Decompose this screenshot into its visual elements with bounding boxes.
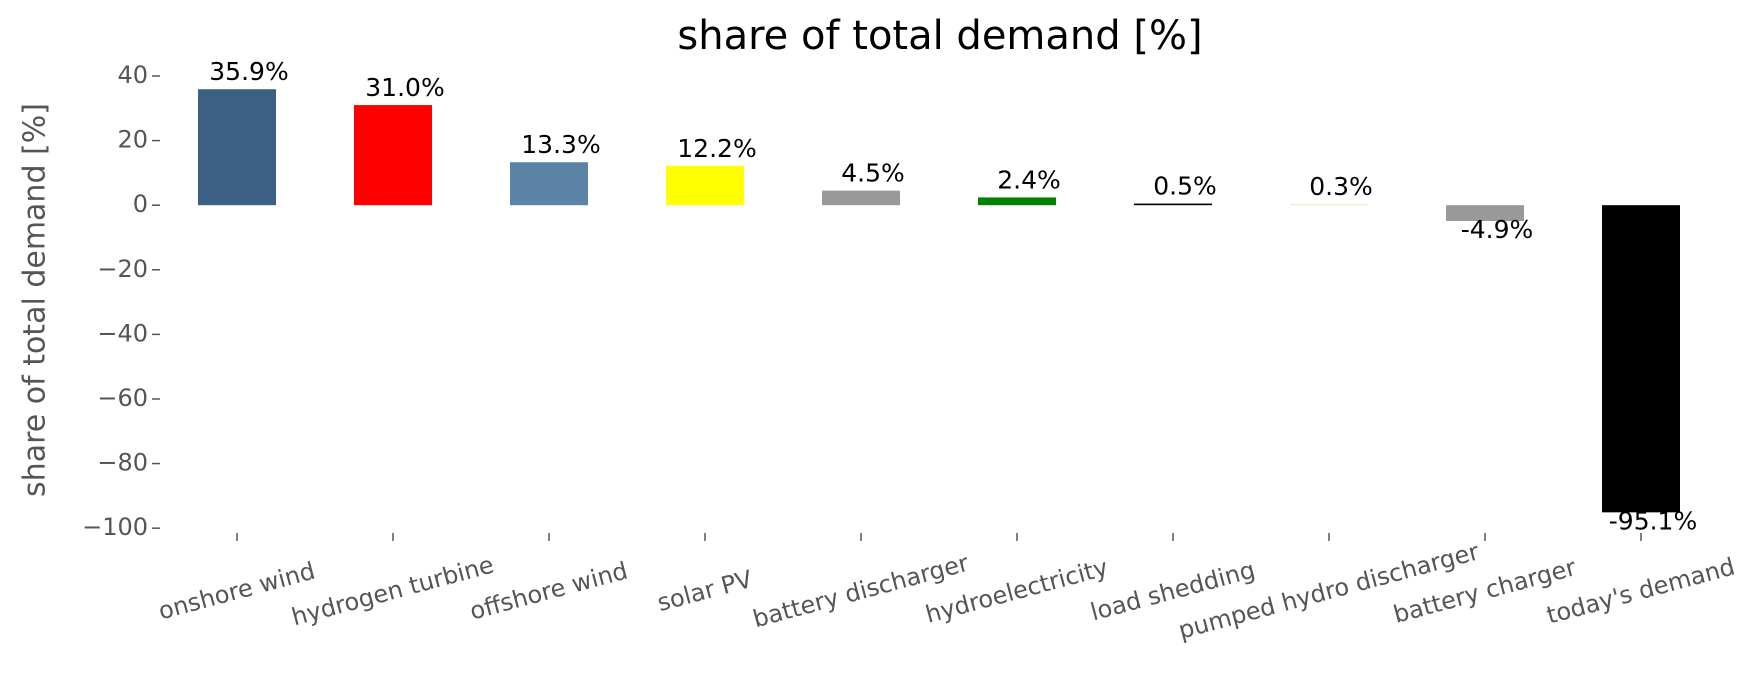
y-tick-label: 20 (117, 126, 148, 154)
bar (1602, 205, 1680, 513)
value-label: 0.5% (1153, 172, 1217, 201)
bar (978, 197, 1056, 206)
bar (510, 162, 588, 206)
bar (354, 105, 432, 206)
value-label: 4.5% (841, 159, 905, 188)
chart-title: share of total demand [%] (677, 13, 1202, 59)
value-label: 35.9% (209, 57, 288, 86)
bar (198, 89, 276, 206)
bar (822, 190, 900, 206)
bar (1134, 203, 1212, 206)
value-label: 31.0% (365, 73, 444, 102)
y-tick-label: −40 (97, 319, 148, 347)
y-tick-label: 40 (117, 61, 148, 89)
x-tick-label: hydrogen turbine (289, 551, 497, 632)
y-axis-label: share of total demand [%] (18, 103, 53, 497)
value-label: 2.4% (997, 165, 1061, 194)
y-tick-label: −100 (82, 513, 148, 541)
bar (1446, 205, 1524, 222)
value-label: 0.3% (1309, 172, 1373, 201)
value-label: 13.3% (521, 130, 600, 159)
y-tick-label: −80 (97, 449, 148, 477)
value-label: -4.9% (1461, 215, 1534, 244)
y-tick-label: −60 (97, 384, 148, 412)
bar (1290, 204, 1368, 206)
y-tick-label: −20 (97, 255, 148, 283)
y-tick-label: 0 (133, 190, 148, 218)
x-tick-label: solar PV (654, 565, 755, 617)
bar (666, 165, 744, 206)
value-label: -95.1% (1609, 506, 1697, 535)
value-label: 12.2% (677, 134, 756, 163)
